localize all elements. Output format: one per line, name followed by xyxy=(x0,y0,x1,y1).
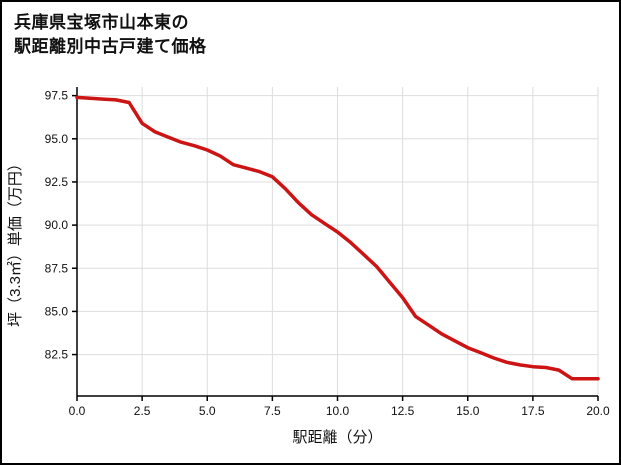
x-tick-label: 15.0 xyxy=(456,404,480,418)
y-tick-label: 82.5 xyxy=(45,348,69,362)
y-tick-label: 87.5 xyxy=(45,262,69,276)
y-tick-label: 85.0 xyxy=(45,305,69,319)
chart-title-line1: 兵庫県宝塚市山本東の xyxy=(14,13,189,32)
x-tick-label: 5.0 xyxy=(199,404,216,418)
x-tick-label: 10.0 xyxy=(326,404,350,418)
price-line xyxy=(75,95,600,381)
x-tick-label: 12.5 xyxy=(391,404,415,418)
gridlines xyxy=(77,87,599,397)
chart-title-line2: 駅距離別中古戸建て価格 xyxy=(14,37,207,57)
y-tick-label: 95.0 xyxy=(45,132,69,146)
x-tick-label: 2.5 xyxy=(134,404,151,418)
x-tick-label: 20.0 xyxy=(586,404,610,418)
price-line-chart: 0.0 2.5 5.0 7.5 10.0 12.5 15.0 17.5 20.0 82.5 85.0… xyxy=(7,87,610,446)
x-tick-label: 7.5 xyxy=(264,404,281,418)
y-axis-label: 坪（3.3㎡）単価（万円） xyxy=(7,156,24,327)
y-tick-label: 92.5 xyxy=(45,175,69,189)
chart-title: 兵庫県宝塚市山本東の 駅距離別中古戸建て価格 xyxy=(2,2,619,59)
tick-labels: 0.0 2.5 5.0 7.5 10.0 12.5 15.0 17.5 20.0 82.5 85.0… xyxy=(45,89,610,418)
x-tick-label: 0.0 xyxy=(69,404,86,418)
x-tick-label: 17.5 xyxy=(521,404,545,418)
x-axis-label: 駅距離（分） xyxy=(292,428,382,446)
axes xyxy=(72,87,599,402)
y-tick-label: 90.0 xyxy=(45,218,69,232)
y-tick-label: 97.5 xyxy=(45,89,69,103)
